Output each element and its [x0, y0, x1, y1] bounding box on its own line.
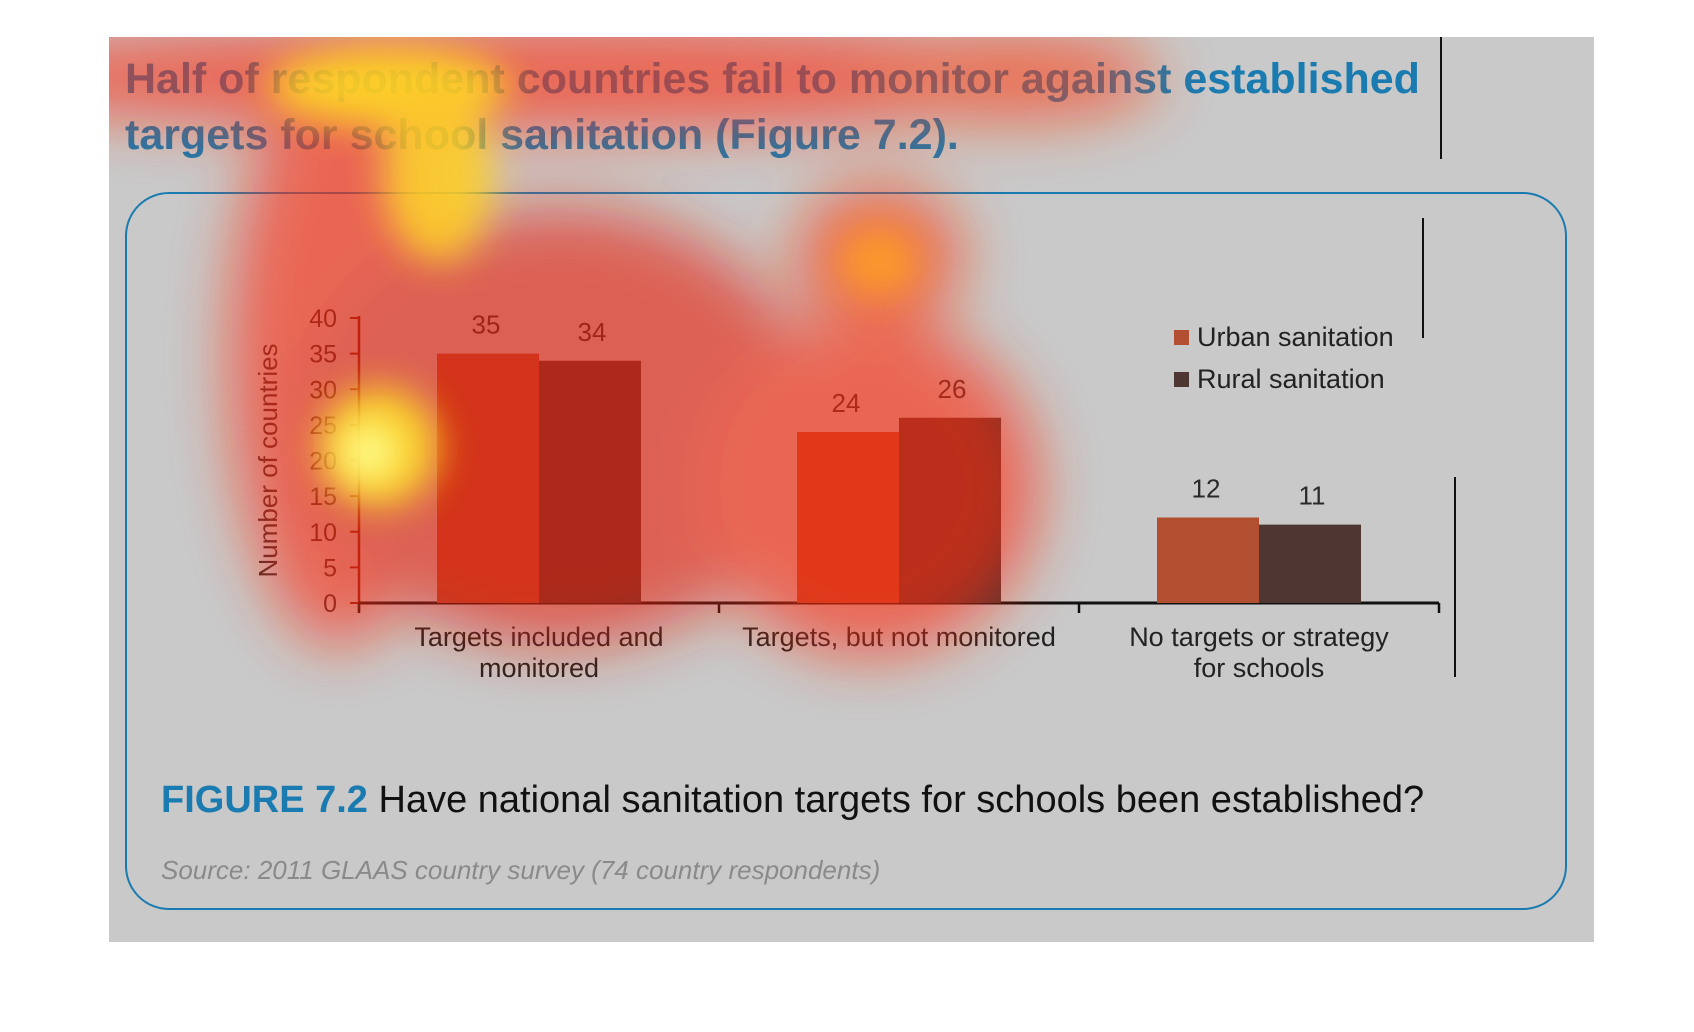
text-cursor-line: [1454, 477, 1456, 677]
y-axis-title: Number of countries: [253, 343, 283, 577]
y-tick-label: 25: [309, 412, 337, 440]
y-tick-label: 40: [309, 305, 337, 333]
source-note: Source: 2011 GLAAS country survey (74 co…: [161, 855, 881, 885]
y-tick-label: 15: [309, 483, 337, 511]
bar: [899, 417, 1001, 603]
data-label: 26: [938, 374, 967, 404]
text-cursor-line: [1422, 218, 1424, 338]
bar: [539, 360, 641, 603]
text-cursor-line: [1440, 37, 1442, 159]
y-tick-label: 10: [309, 519, 337, 547]
bar: [1157, 517, 1259, 603]
slide: Half of respondent countries fail to mon…: [109, 37, 1594, 942]
y-tick-label: 20: [309, 448, 337, 476]
data-label: 11: [1299, 481, 1326, 511]
data-label: 35: [472, 310, 501, 340]
y-tick-label: 35: [309, 341, 337, 369]
x-tick-label: Targets, but not monitored: [742, 622, 1056, 652]
legend-swatch: [1174, 330, 1189, 345]
legend-label: Urban sanitation: [1197, 322, 1394, 352]
figure-caption-text: Have national sanitation targets for sch…: [378, 779, 1425, 821]
x-tick-label: Targets included and: [414, 622, 663, 652]
bar: [437, 353, 539, 603]
bar: [797, 432, 899, 603]
data-label: 34: [578, 317, 607, 347]
x-tick-label: for schools: [1194, 653, 1325, 683]
figure-caption: FIGURE 7.2 Have national sanitation targ…: [161, 779, 1424, 822]
figure-label: FIGURE 7.2: [161, 779, 368, 821]
legend-swatch: [1174, 372, 1189, 387]
y-tick-label: 5: [323, 554, 337, 582]
x-tick-label: monitored: [479, 653, 599, 683]
data-label: 12: [1192, 474, 1221, 504]
data-label: 24: [832, 388, 861, 418]
y-tick-label: 30: [309, 376, 337, 404]
bar: [1259, 524, 1361, 603]
y-tick-label: 0: [323, 590, 337, 618]
x-tick-label: No targets or strategy: [1129, 622, 1389, 652]
legend-label: Rural sanitation: [1197, 364, 1385, 394]
